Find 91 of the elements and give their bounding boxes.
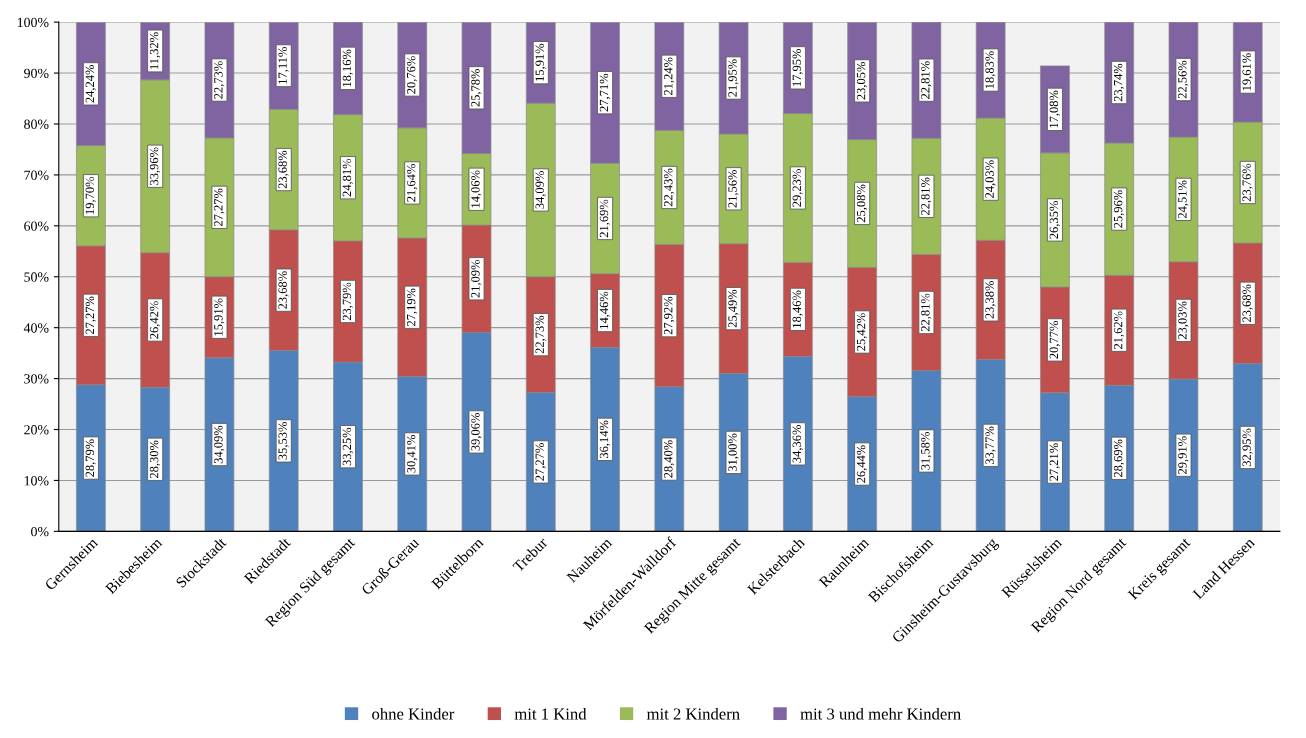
data-label: 23,68% (1242, 284, 1253, 322)
data-label: 19,70% (85, 176, 96, 214)
data-label: 24,81% (342, 158, 353, 197)
data-label: 21,95% (728, 59, 739, 97)
y-tick-label: 70% (24, 170, 49, 180)
data-label: 32,95% (1242, 428, 1253, 467)
data-label: 20,76% (406, 56, 418, 94)
data-label: 25,42% (856, 313, 868, 351)
data-label: 17,95% (792, 49, 803, 87)
data-label: 23,05% (856, 62, 868, 100)
y-tick-label: 50% (24, 272, 49, 282)
data-label: 21,09% (471, 259, 482, 298)
data-label: 25,49% (728, 289, 739, 328)
data-label: 14,46% (599, 291, 610, 329)
data-label: 27,27% (214, 188, 225, 227)
data-label: 34,09% (535, 171, 546, 209)
data-label: 22,81% (921, 61, 932, 99)
data-label: 24,03% (985, 160, 996, 198)
data-label: 11,32% (149, 32, 161, 69)
data-label: 24,51% (1178, 180, 1189, 219)
data-label: 15,91% (214, 298, 225, 336)
data-label: 18,46% (792, 290, 803, 328)
data-label: 28,30% (149, 440, 161, 479)
data-label: 26,35% (1049, 201, 1060, 239)
data-label: 19,61% (1242, 53, 1253, 91)
data-label: 17,11% (278, 47, 289, 84)
data-label: 30,41% (406, 435, 418, 473)
data-label: 27,19% (406, 288, 418, 326)
data-label: 22,43% (664, 168, 675, 207)
legend-label: ohne Kinder (372, 707, 455, 720)
data-label: 26,44% (856, 445, 868, 483)
data-label: 15,91% (535, 43, 546, 81)
data-label: 25,08% (856, 184, 868, 223)
data-label: 39,06% (471, 413, 482, 451)
data-label: 23,74% (1113, 63, 1125, 102)
data-label: 18,83% (985, 51, 996, 89)
data-label: 22,56% (1178, 60, 1189, 99)
data-label: 21,24% (664, 57, 675, 95)
data-label: 23,38% (985, 281, 996, 319)
data-label: 24,24% (85, 65, 96, 103)
data-label: 22,81% (921, 293, 932, 332)
data-label: 22,73% (214, 61, 225, 99)
data-label: 23,68% (278, 150, 289, 189)
data-label: 33,96% (149, 147, 161, 185)
data-label: 23,68% (278, 271, 289, 309)
data-label: 28,79% (85, 439, 96, 477)
data-label: 14,06% (471, 170, 482, 208)
y-tick-label: 30% (24, 374, 49, 384)
legend-label: mit 2 Kindern (646, 707, 740, 720)
data-label: 23,79% (342, 282, 353, 321)
data-label: 29,23% (792, 169, 803, 207)
data-label: 33,25% (342, 427, 353, 466)
data-label: 21,56% (728, 169, 739, 208)
data-label: 22,81% (921, 177, 932, 216)
y-tick-label: 40% (23, 323, 49, 333)
y-tick-label: 20% (24, 425, 49, 435)
data-label: 35,53% (278, 422, 289, 460)
data-label: 18,16% (342, 49, 353, 87)
data-label: 21,64% (406, 164, 418, 202)
legend-label: mit 3 und mehr Kindern (800, 707, 961, 720)
data-label: 22,73% (535, 315, 546, 354)
data-label: 21,69% (599, 199, 610, 238)
data-label: 27,27% (85, 296, 96, 335)
data-label: 25,78% (471, 68, 482, 107)
data-label: 36,14% (599, 420, 610, 459)
data-label: 25,96% (1113, 190, 1125, 228)
data-label: 31,00% (728, 433, 739, 472)
y-tick-label: 100% (17, 17, 49, 28)
data-label: 28,40% (664, 440, 675, 478)
data-label: 17,08% (1049, 90, 1060, 128)
data-label: 27,92% (664, 296, 675, 335)
data-label: 20,77% (1049, 321, 1060, 359)
data-label: 28,69% (1113, 439, 1125, 478)
data-label: 27,27% (535, 443, 546, 481)
legend-label: mit 1 Kind (514, 707, 587, 720)
data-label: 27,71% (599, 73, 610, 112)
y-tick-label: 60% (24, 221, 49, 231)
y-tick-label: 0% (31, 526, 49, 537)
data-label: 23,76% (1242, 163, 1253, 202)
data-label: 21,62% (1113, 311, 1125, 349)
data-label: 26,42% (149, 301, 161, 339)
data-label: 23,03% (1178, 301, 1189, 340)
data-label: 29,91% (1178, 436, 1189, 474)
data-label: 33,77% (985, 426, 996, 465)
y-tick-label: 80% (24, 119, 49, 129)
data-label: 27,21% (1049, 443, 1060, 481)
y-tick-label: 90% (24, 68, 49, 79)
data-label: 34,36% (792, 425, 803, 463)
data-label: 34,09% (214, 425, 225, 464)
y-tick-label: 10% (24, 476, 49, 486)
data-label: 31,58% (921, 432, 932, 470)
